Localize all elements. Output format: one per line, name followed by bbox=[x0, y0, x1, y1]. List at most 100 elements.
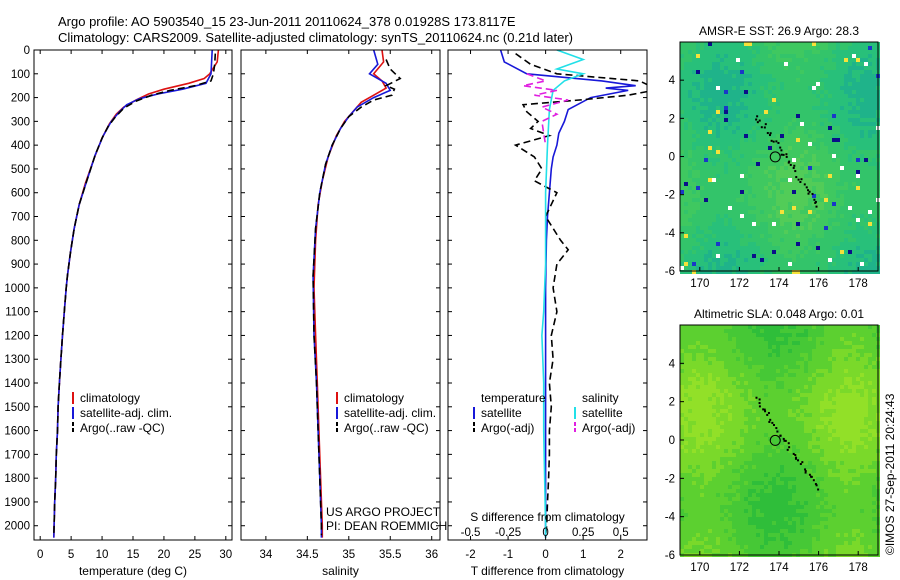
map-cell bbox=[732, 246, 736, 250]
map-cell bbox=[800, 206, 804, 210]
map-cell bbox=[776, 154, 780, 158]
map-cell bbox=[688, 397, 692, 401]
map-cell bbox=[744, 429, 748, 433]
map-cell bbox=[780, 369, 784, 373]
map-cell bbox=[864, 102, 868, 106]
map-cell bbox=[752, 178, 756, 182]
map-cell bbox=[768, 433, 772, 437]
map-cell bbox=[800, 333, 804, 337]
map-cell bbox=[688, 405, 692, 409]
map-cell bbox=[792, 341, 796, 345]
map-cell bbox=[712, 82, 716, 86]
map-cell bbox=[844, 194, 848, 198]
map-cell bbox=[804, 194, 808, 198]
map-cell bbox=[744, 449, 748, 453]
map-cell bbox=[864, 118, 868, 122]
map-cell bbox=[824, 158, 828, 162]
map-cell bbox=[812, 82, 816, 86]
map-cell bbox=[816, 86, 820, 90]
map-cell bbox=[780, 242, 784, 246]
map-cell bbox=[808, 389, 812, 393]
map-cell bbox=[772, 134, 776, 138]
map-cell bbox=[760, 154, 764, 158]
map-cell bbox=[728, 154, 732, 158]
map-cell bbox=[864, 146, 868, 150]
map-cell bbox=[816, 166, 820, 170]
map-cell bbox=[788, 413, 792, 417]
map-cell bbox=[764, 397, 768, 401]
map-cell bbox=[868, 369, 872, 373]
map-cell bbox=[688, 226, 692, 230]
map-cell bbox=[752, 417, 756, 421]
map-cell bbox=[764, 421, 768, 425]
map-cell bbox=[712, 357, 716, 361]
map-cell bbox=[852, 405, 856, 409]
map-cell bbox=[808, 270, 812, 274]
map-cell bbox=[800, 421, 804, 425]
map-cell bbox=[748, 142, 752, 146]
map-cell bbox=[844, 142, 848, 146]
map-cell bbox=[764, 445, 768, 449]
map-cell bbox=[840, 82, 844, 86]
map-cell bbox=[740, 349, 744, 353]
map-cell bbox=[732, 54, 736, 58]
map-cell bbox=[864, 461, 868, 465]
map-cell bbox=[844, 409, 848, 413]
map-cell bbox=[788, 270, 792, 274]
map-cell bbox=[684, 258, 688, 262]
map-cell bbox=[868, 142, 872, 146]
map-cell bbox=[800, 373, 804, 377]
map-cell bbox=[864, 441, 868, 445]
map-cell bbox=[860, 126, 864, 130]
map-cell bbox=[772, 369, 776, 373]
map-cell bbox=[864, 397, 868, 401]
map-cell bbox=[784, 210, 788, 214]
map-cell bbox=[776, 150, 780, 154]
map-cell bbox=[688, 218, 692, 222]
map-cell bbox=[684, 377, 688, 381]
map-cell bbox=[776, 397, 780, 401]
map-cell bbox=[824, 238, 828, 242]
map-cell bbox=[832, 270, 836, 274]
map-cell bbox=[748, 405, 752, 409]
map-cell bbox=[780, 134, 784, 138]
map-cell bbox=[872, 142, 876, 146]
map-cell bbox=[832, 138, 836, 142]
map-cell bbox=[688, 102, 692, 106]
map-cell bbox=[748, 417, 752, 421]
map-cell bbox=[748, 202, 752, 206]
map-cell bbox=[840, 66, 844, 70]
map-cell bbox=[720, 86, 724, 90]
map-cell bbox=[860, 413, 864, 417]
map-cell bbox=[792, 154, 796, 158]
map-cell bbox=[768, 413, 772, 417]
map-cell bbox=[680, 166, 684, 170]
map-cell bbox=[864, 242, 868, 246]
map-cell bbox=[816, 325, 820, 329]
map-cell bbox=[748, 86, 752, 90]
map-cell bbox=[840, 461, 844, 465]
map-cell bbox=[824, 150, 828, 154]
map-cell bbox=[824, 74, 828, 78]
map-cell bbox=[836, 353, 840, 357]
map-cell bbox=[784, 62, 788, 66]
map-cell bbox=[872, 453, 876, 457]
map-cell bbox=[760, 150, 764, 154]
map-cell bbox=[712, 381, 716, 385]
map-cell bbox=[724, 154, 728, 158]
map-cell bbox=[852, 110, 856, 114]
legend-label: satellite-adj. clim. bbox=[80, 406, 172, 420]
map-cell bbox=[704, 58, 708, 62]
map-cell bbox=[792, 146, 796, 150]
map-cell bbox=[696, 262, 700, 266]
map-cell bbox=[792, 226, 796, 230]
map-cell bbox=[688, 94, 692, 98]
map-cell bbox=[840, 98, 844, 102]
map-cell bbox=[760, 445, 764, 449]
map-cell bbox=[804, 389, 808, 393]
map-cell bbox=[708, 70, 712, 74]
map-cell bbox=[812, 202, 816, 206]
map-cell bbox=[756, 242, 760, 246]
map-cell bbox=[804, 218, 808, 222]
map-cell bbox=[712, 190, 716, 194]
